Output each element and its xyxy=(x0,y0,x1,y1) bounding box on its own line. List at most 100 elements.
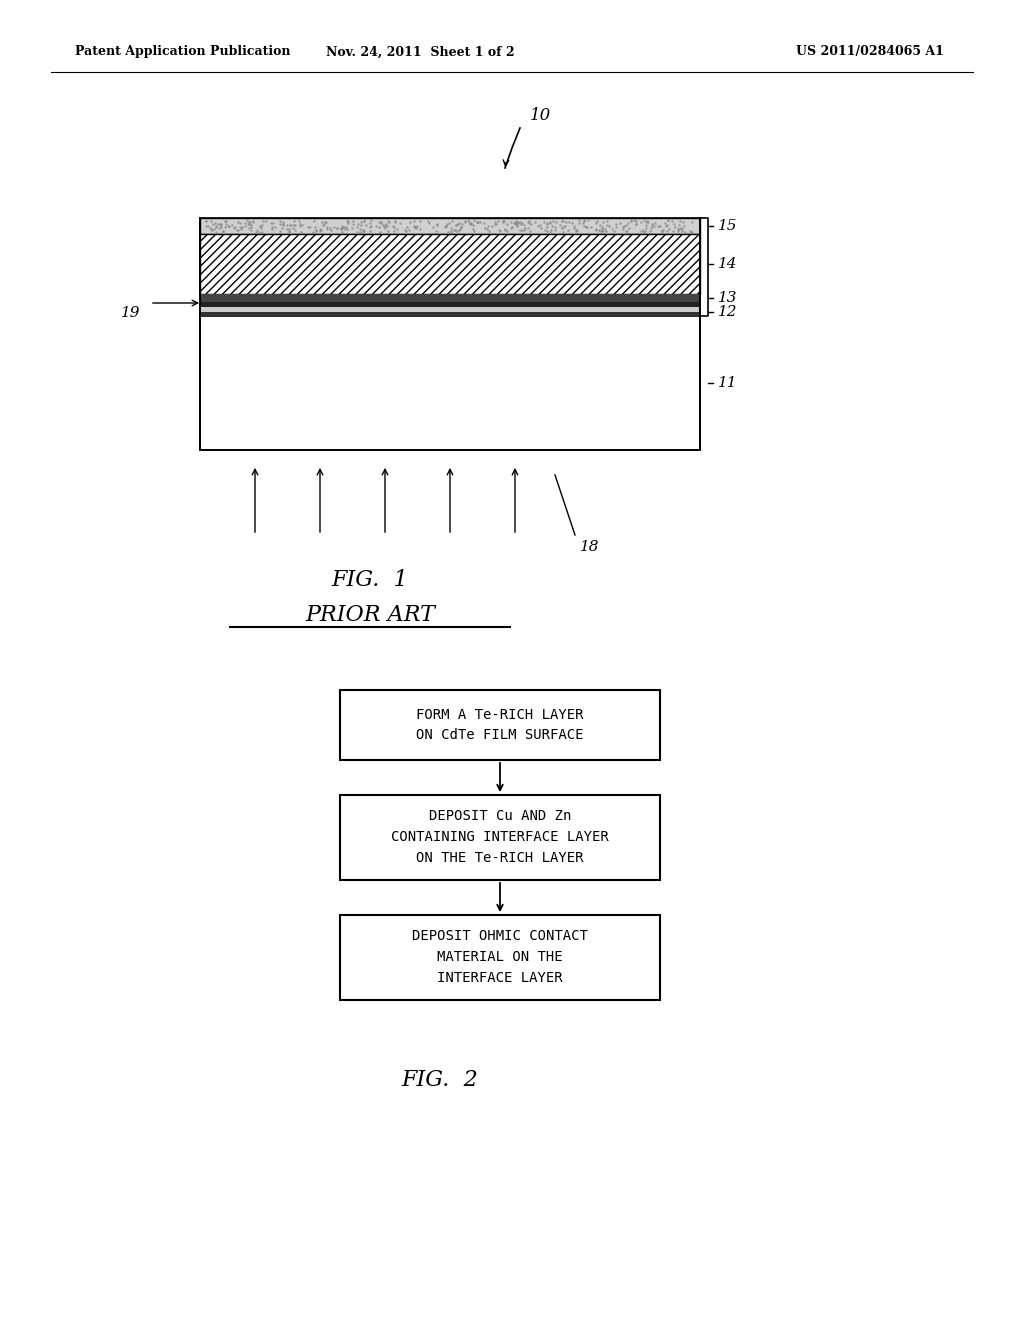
Point xyxy=(215,220,231,242)
Point xyxy=(601,215,617,236)
Point xyxy=(637,220,653,242)
Point xyxy=(248,222,264,243)
Point xyxy=(380,211,396,232)
Bar xyxy=(340,690,660,760)
Point xyxy=(207,215,223,236)
Point xyxy=(640,211,656,232)
Point xyxy=(368,215,384,236)
Point xyxy=(292,215,308,236)
Point xyxy=(204,219,220,240)
Point xyxy=(294,215,310,236)
Point xyxy=(243,216,259,238)
Point xyxy=(387,211,403,232)
Point xyxy=(594,218,610,239)
Point xyxy=(375,215,391,236)
Point xyxy=(495,211,511,232)
Point xyxy=(512,211,528,232)
Point xyxy=(513,220,529,242)
Point xyxy=(301,216,317,238)
Point xyxy=(577,210,593,231)
Point xyxy=(469,211,485,232)
Point xyxy=(555,216,571,238)
Point xyxy=(243,219,259,240)
Point xyxy=(315,214,332,235)
Point xyxy=(263,213,280,234)
Point xyxy=(595,211,611,232)
Point xyxy=(308,220,325,242)
Point xyxy=(476,218,493,239)
Point xyxy=(447,214,464,235)
Point xyxy=(364,215,380,236)
Point xyxy=(339,210,355,231)
Point xyxy=(230,219,247,240)
Point xyxy=(583,216,599,238)
Point xyxy=(450,214,466,235)
Point xyxy=(349,222,366,243)
Point xyxy=(465,214,481,235)
Point xyxy=(532,218,549,239)
Point xyxy=(487,214,504,235)
Point xyxy=(274,211,291,232)
Point xyxy=(522,214,539,235)
Point xyxy=(373,213,389,234)
Point xyxy=(207,213,223,234)
Point xyxy=(672,210,688,231)
Point xyxy=(401,219,418,240)
Point xyxy=(413,210,429,231)
Point xyxy=(654,220,671,242)
Point xyxy=(343,218,359,239)
Point xyxy=(521,213,538,234)
Point xyxy=(556,215,572,236)
Point xyxy=(677,222,693,243)
Point xyxy=(361,216,378,238)
Point xyxy=(539,213,555,234)
Point xyxy=(220,215,237,236)
Point xyxy=(510,213,526,234)
Point xyxy=(237,213,253,234)
Point xyxy=(317,211,334,232)
Point xyxy=(486,211,503,232)
Point xyxy=(667,216,683,238)
Point xyxy=(642,220,658,242)
Bar xyxy=(200,218,700,234)
Point xyxy=(352,220,369,242)
Point xyxy=(377,215,393,236)
Point xyxy=(379,215,395,236)
Point xyxy=(545,210,561,231)
Point xyxy=(520,216,537,238)
Point xyxy=(398,216,415,238)
Point xyxy=(553,218,569,239)
Text: 12: 12 xyxy=(718,305,737,319)
Point xyxy=(348,216,365,238)
Point xyxy=(329,218,345,239)
Point xyxy=(210,214,226,235)
Point xyxy=(371,216,387,238)
Point xyxy=(213,214,229,235)
Point xyxy=(508,210,524,231)
Point xyxy=(264,213,281,234)
Point xyxy=(229,211,246,232)
Point xyxy=(539,220,555,242)
Bar xyxy=(200,302,700,308)
Point xyxy=(657,215,674,236)
Point xyxy=(568,219,585,240)
Point xyxy=(200,215,216,236)
Bar xyxy=(340,795,660,880)
Point xyxy=(575,215,592,236)
Point xyxy=(674,219,690,240)
Point xyxy=(425,216,441,238)
Point xyxy=(336,216,352,238)
Point xyxy=(438,216,455,238)
Point xyxy=(421,213,437,234)
Point xyxy=(588,213,604,234)
Bar xyxy=(200,234,700,294)
Point xyxy=(666,214,682,235)
Point xyxy=(579,216,595,238)
Point xyxy=(271,220,288,242)
Point xyxy=(372,220,388,242)
Point xyxy=(287,215,303,236)
Text: 13: 13 xyxy=(718,290,737,305)
Point xyxy=(660,219,677,240)
Point xyxy=(463,213,479,234)
Point xyxy=(251,222,267,243)
